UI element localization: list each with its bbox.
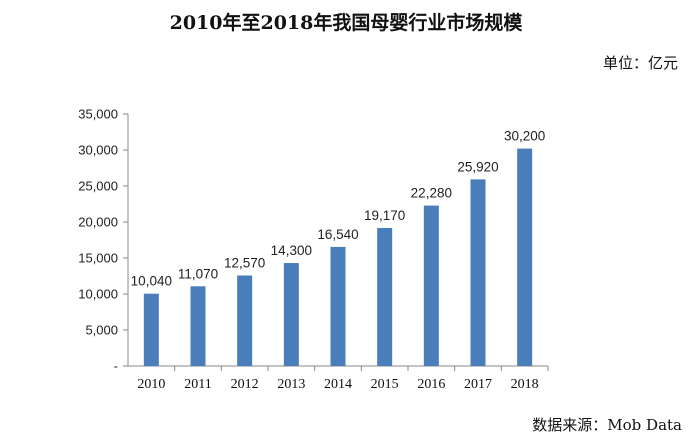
data-label-2010: 10,040 [131, 274, 172, 289]
bars [143, 148, 533, 366]
x-tick-label: 2015 [371, 377, 399, 392]
data-label-2015: 19,170 [364, 208, 405, 223]
source-label: 数据来源：Mob Data [532, 416, 682, 434]
bar-2011 [190, 286, 206, 366]
x-tick-label: 2012 [231, 377, 259, 392]
y-tick-label: 25,000 [78, 179, 118, 194]
y-tick-label: 30,000 [78, 143, 118, 158]
x-tick-label: 2016 [417, 377, 445, 392]
x-tick-label: 2013 [277, 377, 305, 392]
bar-2010 [143, 293, 159, 366]
bar-2013 [283, 263, 299, 366]
data-label-2011: 11,070 [178, 266, 218, 281]
y-tick-label: 35,000 [78, 107, 118, 122]
x-tick-label: 2010 [137, 377, 165, 392]
chart-title: 2010年至2018年我国母婴行业市场规模 [169, 12, 523, 34]
bar-2016 [423, 205, 439, 366]
y-tick-label: 15,000 [78, 251, 118, 266]
bar-2014 [330, 246, 346, 366]
y-axis: - 5,000 10,000 15,000 20,000 25,000 30,000 35,0… [78, 107, 129, 374]
x-tick-label: 2011 [184, 377, 211, 392]
bar-2015 [377, 227, 393, 366]
x-axis: 2010 2011 2012 2013 2014 2015 2016 2017 2018 [128, 365, 549, 392]
y-tick-label: 5,000 [85, 323, 118, 338]
x-tick-label: 2017 [464, 377, 492, 392]
unit-label: 单位：亿元 [602, 54, 678, 72]
x-tick-label: 2014 [324, 377, 352, 392]
y-tick-label: - [114, 359, 118, 374]
bar-2012 [237, 275, 253, 366]
y-tick-label: 10,000 [78, 287, 118, 302]
x-tick-label: 2018 [511, 377, 539, 392]
data-label-2012: 12,570 [224, 255, 265, 270]
data-label-2018: 30,200 [504, 129, 545, 144]
y-tick-label: 20,000 [78, 215, 118, 230]
data-label-2017: 25,920 [457, 159, 498, 174]
data-label-2013: 14,300 [271, 243, 312, 258]
bar-2018 [517, 148, 533, 366]
data-labels: 10,040 11,070 12,570 14,300 16,540 19,170 22,2… [131, 129, 546, 289]
bar-2017 [470, 179, 486, 366]
data-label-2016: 22,280 [411, 186, 452, 201]
data-label-2014: 16,540 [317, 227, 358, 242]
